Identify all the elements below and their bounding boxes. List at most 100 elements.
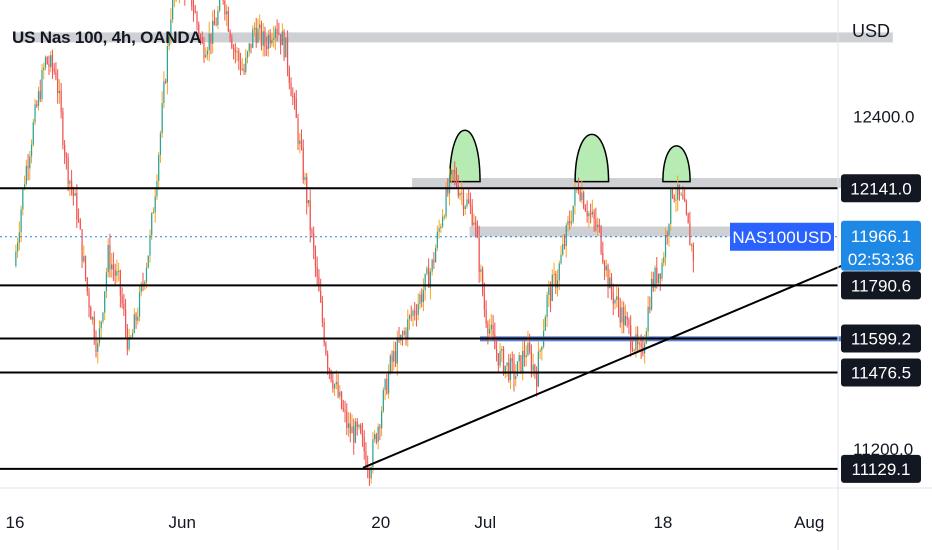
candle-body [671,189,674,197]
candle-body [659,273,661,279]
candle-body [381,411,383,429]
candle-body [678,184,681,195]
candle-body [595,219,597,228]
candle-body [501,348,503,351]
candle-body [368,469,371,479]
candle-body [98,328,101,344]
candle-body [361,432,364,437]
candle-body [112,264,115,270]
candle-body [405,330,407,338]
candle-body [163,81,165,104]
candle-body [504,365,506,374]
candle-body [377,426,379,442]
candle-body [84,256,87,278]
candle-body [516,361,519,377]
candle-body [691,244,693,246]
candle-body [147,255,149,268]
candle-body [569,220,571,224]
candle-body [518,355,520,362]
candle-body [232,48,235,50]
candle-body [212,20,214,44]
candle-body [205,54,207,58]
candle-body [37,91,40,107]
chart-overlays [0,236,861,469]
candle-body [93,317,95,340]
candle-body [67,157,69,184]
candle-body [140,283,142,293]
candle-body [494,334,496,350]
candle-body [603,262,606,271]
candle-body [408,315,411,320]
candle-body [508,362,510,381]
candle-body [579,190,581,201]
candle-body [102,312,104,322]
candle-body [522,350,524,372]
candle-body [219,0,221,11]
candle-body [454,170,456,174]
candle-body [109,244,111,270]
candle-body [638,343,640,345]
candle-body [260,24,263,46]
candle-body [410,315,412,317]
candle-body [131,332,134,338]
candle-body [316,266,318,277]
grey-resistance-zone [412,178,867,188]
candle-body [499,350,501,366]
candle-body [243,68,245,73]
candle-body [278,33,280,35]
candle-body [151,213,153,236]
candle-body [415,313,418,316]
price-axis[interactable]: 12400.0 11200.0 [853,107,914,459]
candle-body [286,37,289,69]
candle-body [306,176,308,204]
candle-body [354,421,357,443]
candle-body [48,64,50,67]
candle-body [203,43,205,58]
candle-body [69,180,71,184]
candle-body [544,317,546,331]
candle-body [133,314,135,333]
candle-body [532,364,534,371]
candle-body [313,233,315,250]
candle-body [616,296,618,300]
candle-body [471,206,473,225]
candle-body [309,199,311,231]
time-axis[interactable]: 16 Jun 20 Jul 18 Aug [6,513,825,532]
candle-body [598,224,600,227]
candle-body [548,287,550,295]
candle-body [393,351,395,362]
candle-body [426,268,428,274]
candle-body [339,391,341,397]
level-price-label: 11476.5 [851,364,911,383]
candle-body [83,256,85,262]
candle-body [154,196,156,213]
candle-body [553,273,555,275]
candle-body [191,0,193,7]
candle-body [351,426,353,434]
candle-body [199,36,202,38]
candle-body [245,57,247,73]
candle-body [487,323,489,334]
candle-body [342,408,344,410]
candle-body [321,301,324,323]
candle-body [539,350,541,352]
candle-body [333,384,336,389]
candle-body [668,223,670,236]
candle-body [236,51,238,53]
candle-body [238,51,240,61]
candle-body [441,216,444,227]
candle-body [128,337,130,350]
trendline [362,256,861,469]
level-price-tag [841,271,921,300]
candle-body [419,294,421,304]
candle-body [43,67,45,70]
candle-body [623,307,625,326]
pattern-hump [448,129,481,183]
horizontal-levels [0,187,838,470]
candle-body [217,10,219,26]
candle-body [344,409,346,412]
candle-body [138,292,141,317]
candle-body [684,198,686,202]
candle-body [536,373,538,387]
